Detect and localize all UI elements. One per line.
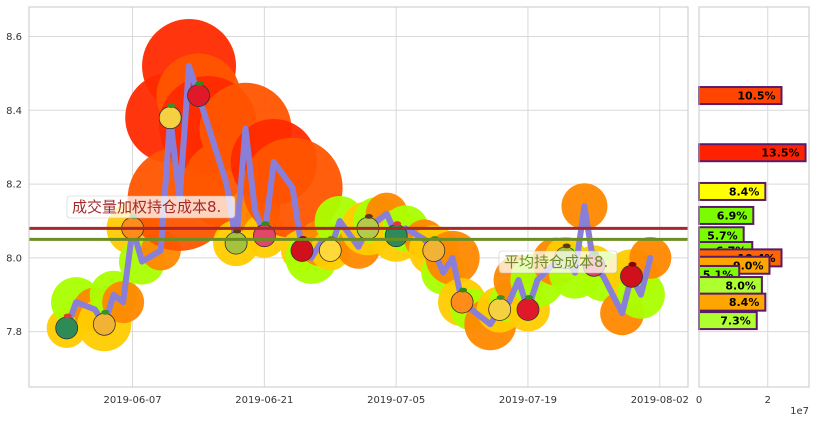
side-panel-frame: [698, 6, 810, 388]
side-x-tick-label: 0: [696, 395, 702, 406]
apple-icon: [620, 261, 643, 288]
pineapple-icon-body: [92, 312, 116, 336]
reference-labels: 成交量加权持仓成本8. 平均持仓成本8.: [66, 195, 618, 274]
pear-icon-leaf: [364, 214, 373, 219]
kiwi-icon: [224, 228, 248, 255]
x-tick-label: 2019-06-07: [103, 395, 161, 406]
reference-label-box: [498, 250, 618, 274]
distribution-bar-label: 5.7%: [707, 230, 738, 243]
kiwi-icon-leaf: [233, 228, 242, 234]
distribution-bar-label: 7.3%: [720, 315, 751, 328]
corn-icon: [488, 295, 512, 321]
x-tick-label: 2019-07-19: [499, 395, 557, 406]
distribution-bar-label: 6.9%: [717, 209, 748, 222]
x-tick-label: 2019-08-02: [631, 395, 689, 406]
x-tick-label: 2019-07-05: [367, 395, 425, 406]
radish-icon: [252, 221, 276, 248]
watermelon-icon-body: [55, 316, 79, 340]
corn-icon-leaf: [496, 295, 505, 300]
distribution-bar-label: 8.4%: [729, 296, 760, 309]
corn-icon-leaf: [167, 103, 176, 109]
apple-icon-leaf: [628, 261, 637, 267]
y-axis: 7.8 8.0 8.2 8.4 8.6: [6, 32, 22, 338]
distribution-bars: 10.5%13.5%8.4%6.9%5.7%6.7%10.4%9.0%5.1%8…: [698, 86, 807, 331]
reference-label: 成交量加权持仓成本8.: [72, 198, 221, 216]
main-plot-frame: [28, 6, 689, 388]
reference-label-box: [66, 195, 236, 219]
distribution-bar-label: 9.0%: [733, 259, 764, 272]
x-tick-label: 2019-06-21: [235, 395, 293, 406]
reference-label: 平均持仓成本8.: [504, 253, 608, 271]
side-panel: 10.5%13.5%8.4%6.9%5.7%6.7%10.4%9.0%5.1%8…: [696, 6, 810, 417]
watermelon-icon: [384, 221, 408, 248]
reference-lines: [29, 226, 688, 241]
distribution-bar-label: 10.5%: [737, 90, 775, 103]
radish-icon-leaf: [261, 221, 270, 227]
corn-icon-body: [158, 106, 182, 130]
strawberry-icon: [187, 81, 210, 107]
watermelon-icon: [55, 313, 79, 340]
main-plot: 成交量加权持仓成本8. 平均持仓成本8. 7.8 8.0 8.2 8.4 8.6 2019…: [6, 6, 689, 406]
kiwi-icon-body: [224, 231, 248, 255]
y-tick-label: 8.4: [6, 106, 22, 117]
side-x-tick-label: 2: [765, 395, 771, 406]
carrot-icon: [450, 287, 474, 314]
distribution-bar-label: 8.4%: [729, 185, 760, 198]
distribution-bar-label: 8.0%: [725, 280, 756, 293]
watermelon-icon-leaf: [63, 313, 72, 319]
banana-icon-body: [318, 239, 342, 262]
strawberry-icon-leaf: [525, 295, 533, 300]
carrot-icon-leaf: [459, 287, 468, 293]
strawberry-icon-leaf: [195, 81, 204, 86]
y-tick-label: 8.2: [6, 180, 22, 191]
y-tick-label: 7.8: [6, 327, 22, 338]
strawberry-icon-body: [187, 84, 210, 107]
pineapple-icon-leaf: [101, 309, 110, 315]
strawberry-icon-body: [516, 298, 540, 321]
fruit-markers: [55, 81, 643, 340]
pineapple-icon: [92, 309, 116, 336]
apple-icon-body: [620, 264, 643, 288]
apple-icon-body: [290, 239, 314, 262]
corn-icon-body: [488, 298, 512, 321]
x-axis: 2019-06-07 2019-06-21 2019-07-05 2019-07-19…: [103, 395, 688, 406]
strawberry-icon: [516, 295, 540, 321]
watermelon-icon-leaf: [393, 221, 402, 227]
y-tick-label: 8.6: [6, 32, 22, 43]
carrot-icon-body: [450, 290, 474, 314]
pineapple-icon-body: [422, 239, 446, 262]
kiwi-icon-leaf: [562, 243, 571, 249]
side-x-unit: 1e7: [790, 406, 809, 417]
corn-icon: [158, 103, 182, 130]
y-tick-label: 8.0: [6, 253, 22, 264]
distribution-bar-label: 13.5%: [761, 147, 799, 160]
